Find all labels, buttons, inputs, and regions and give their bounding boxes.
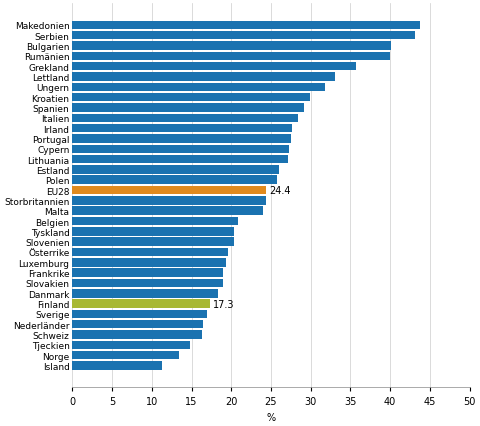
Bar	[72, 114, 298, 123]
Bar	[72, 299, 210, 308]
Bar	[72, 248, 228, 256]
Bar	[72, 238, 234, 246]
Bar	[72, 197, 266, 205]
Bar	[72, 269, 223, 277]
Bar	[72, 94, 310, 102]
Bar	[72, 52, 390, 61]
Bar	[72, 362, 162, 370]
Bar	[72, 217, 238, 226]
Bar	[72, 351, 179, 360]
Bar	[72, 22, 420, 30]
Bar	[72, 320, 204, 329]
Bar	[72, 279, 223, 288]
Bar	[72, 145, 289, 154]
Bar	[72, 166, 279, 174]
Bar	[72, 187, 266, 195]
Bar	[72, 176, 277, 184]
Bar	[72, 289, 218, 298]
Bar	[72, 155, 288, 164]
Text: 17.3: 17.3	[213, 299, 234, 309]
Bar	[72, 83, 325, 92]
Bar	[72, 259, 226, 267]
Bar	[72, 73, 335, 81]
Bar	[72, 63, 356, 71]
Bar	[72, 42, 391, 51]
Bar	[72, 124, 292, 133]
Bar	[72, 135, 291, 143]
Text: 24.4: 24.4	[269, 186, 291, 196]
X-axis label: %: %	[266, 412, 276, 422]
Bar	[72, 331, 202, 339]
Bar	[72, 227, 234, 236]
Bar	[72, 207, 263, 216]
Bar	[72, 310, 206, 318]
Bar	[72, 32, 415, 40]
Bar	[72, 341, 190, 349]
Bar	[72, 104, 304, 112]
